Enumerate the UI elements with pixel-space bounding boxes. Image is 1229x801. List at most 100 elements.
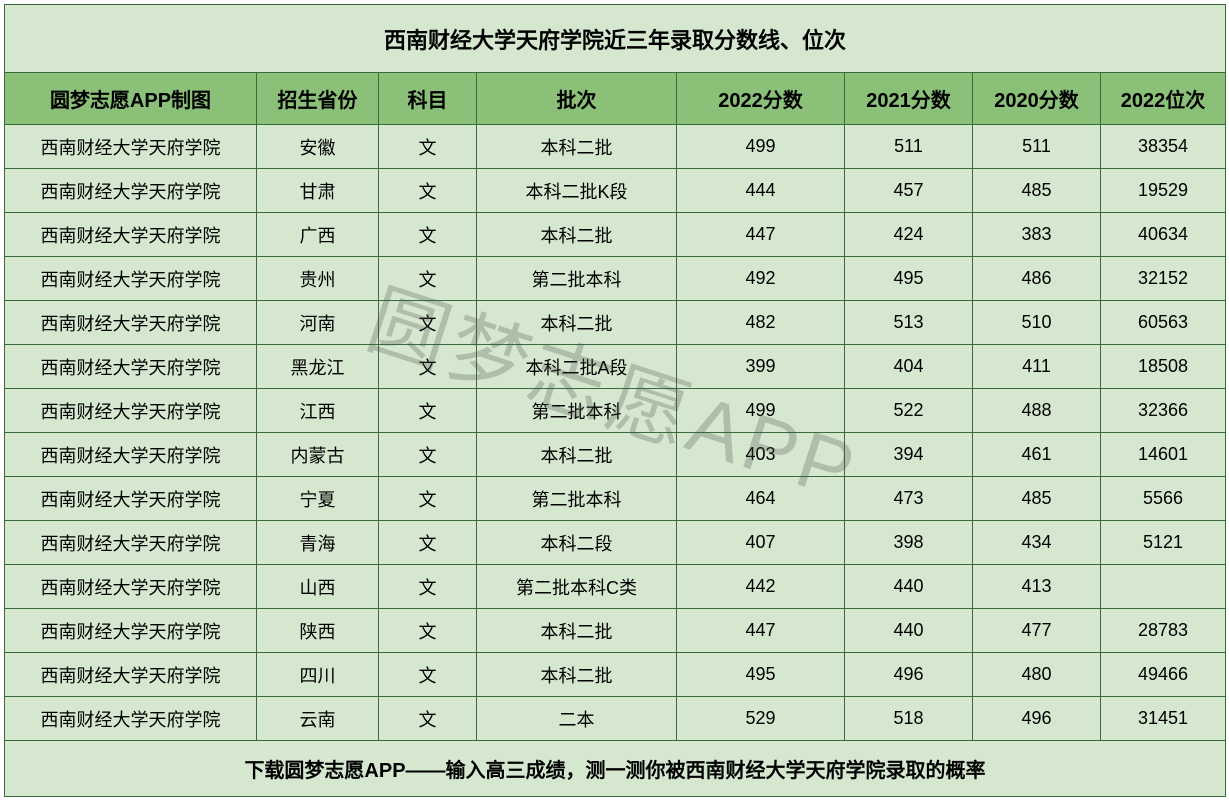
table-cell: 二本 [477, 697, 677, 741]
col-header-school: 圆梦志愿APP制图 [5, 73, 257, 125]
table-cell: 四川 [257, 653, 379, 697]
table-cell: 488 [973, 389, 1101, 433]
table-cell: 本科二批 [477, 609, 677, 653]
table-cell: 407 [677, 521, 845, 565]
table-cell: 文 [379, 213, 477, 257]
table-cell: 461 [973, 433, 1101, 477]
title-row: 西南财经大学天府学院近三年录取分数线、位次 [5, 5, 1226, 73]
table-cell: 434 [973, 521, 1101, 565]
table-cell [1101, 565, 1226, 609]
table-cell: 本科二段 [477, 521, 677, 565]
table-cell: 文 [379, 697, 477, 741]
table-cell: 495 [677, 653, 845, 697]
table-row: 西南财经大学天府学院陕西文本科二批44744047728783 [5, 609, 1226, 653]
table-cell: 19529 [1101, 169, 1226, 213]
table-cell: 440 [845, 609, 973, 653]
table-cell: 518 [845, 697, 973, 741]
admission-table: 西南财经大学天府学院近三年录取分数线、位次 圆梦志愿APP制图 招生省份 科目 … [4, 4, 1226, 797]
table-cell: 文 [379, 433, 477, 477]
table-cell: 安徽 [257, 125, 379, 169]
table-cell: 499 [677, 389, 845, 433]
table-cell: 5566 [1101, 477, 1226, 521]
table-footer: 下载圆梦志愿APP——输入高三成绩，测一测你被西南财经大学天府学院录取的概率 [5, 741, 1226, 797]
table-row: 西南财经大学天府学院宁夏文第二批本科4644734855566 [5, 477, 1226, 521]
table-cell: 403 [677, 433, 845, 477]
table-cell: 492 [677, 257, 845, 301]
table-cell: 内蒙古 [257, 433, 379, 477]
table-cell: 477 [973, 609, 1101, 653]
table-cell: 江西 [257, 389, 379, 433]
table-row: 西南财经大学天府学院山西文第二批本科C类442440413 [5, 565, 1226, 609]
table-row: 西南财经大学天府学院青海文本科二段4073984345121 [5, 521, 1226, 565]
table-cell: 383 [973, 213, 1101, 257]
table-cell: 甘肃 [257, 169, 379, 213]
table-cell: 14601 [1101, 433, 1226, 477]
table-cell: 411 [973, 345, 1101, 389]
table-cell: 496 [845, 653, 973, 697]
col-header-score-2020: 2020分数 [973, 73, 1101, 125]
table-cell: 本科二批K段 [477, 169, 677, 213]
table-cell: 394 [845, 433, 973, 477]
table-cell: 本科二批 [477, 213, 677, 257]
table-cell: 西南财经大学天府学院 [5, 389, 257, 433]
table-cell: 28783 [1101, 609, 1226, 653]
table-cell: 424 [845, 213, 973, 257]
table-cell: 480 [973, 653, 1101, 697]
table-cell: 文 [379, 345, 477, 389]
table-cell: 447 [677, 609, 845, 653]
table-row: 西南财经大学天府学院广西文本科二批44742438340634 [5, 213, 1226, 257]
table-cell: 496 [973, 697, 1101, 741]
table-cell: 青海 [257, 521, 379, 565]
table-cell: 399 [677, 345, 845, 389]
col-header-score-2021: 2021分数 [845, 73, 973, 125]
table-cell: 文 [379, 477, 477, 521]
table-cell: 文 [379, 565, 477, 609]
table-cell: 18508 [1101, 345, 1226, 389]
table-cell: 文 [379, 125, 477, 169]
table-cell: 464 [677, 477, 845, 521]
col-header-batch: 批次 [477, 73, 677, 125]
table-cell: 本科二批A段 [477, 345, 677, 389]
table-cell: 西南财经大学天府学院 [5, 565, 257, 609]
footer-row: 下载圆梦志愿APP——输入高三成绩，测一测你被西南财经大学天府学院录取的概率 [5, 741, 1226, 797]
table-cell: 西南财经大学天府学院 [5, 125, 257, 169]
table-cell: 413 [973, 565, 1101, 609]
table-cell: 第二批本科 [477, 477, 677, 521]
table-cell: 510 [973, 301, 1101, 345]
table-row: 西南财经大学天府学院贵州文第二批本科49249548632152 [5, 257, 1226, 301]
table-cell: 西南财经大学天府学院 [5, 257, 257, 301]
table-cell: 32152 [1101, 257, 1226, 301]
table-cell: 文 [379, 521, 477, 565]
table-cell: 文 [379, 609, 477, 653]
table-cell: 404 [845, 345, 973, 389]
table-row: 西南财经大学天府学院内蒙古文本科二批40339446114601 [5, 433, 1226, 477]
table-cell: 513 [845, 301, 973, 345]
col-header-province: 招生省份 [257, 73, 379, 125]
table-cell: 457 [845, 169, 973, 213]
table-cell: 西南财经大学天府学院 [5, 477, 257, 521]
table-cell: 442 [677, 565, 845, 609]
table-row: 西南财经大学天府学院河南文本科二批48251351060563 [5, 301, 1226, 345]
table-cell: 32366 [1101, 389, 1226, 433]
table-cell: 485 [973, 477, 1101, 521]
table-cell: 本科二批 [477, 433, 677, 477]
table-cell: 482 [677, 301, 845, 345]
table-cell: 511 [845, 125, 973, 169]
table-cell: 31451 [1101, 697, 1226, 741]
table-cell: 文 [379, 301, 477, 345]
table-cell: 西南财经大学天府学院 [5, 213, 257, 257]
table-cell: 西南财经大学天府学院 [5, 345, 257, 389]
table-cell: 黑龙江 [257, 345, 379, 389]
table-cell: 本科二批 [477, 301, 677, 345]
table-cell: 本科二批 [477, 653, 677, 697]
table-row: 西南财经大学天府学院甘肃文本科二批K段44445748519529 [5, 169, 1226, 213]
table-cell: 文 [379, 257, 477, 301]
table-cell: 西南财经大学天府学院 [5, 521, 257, 565]
table-cell: 499 [677, 125, 845, 169]
table-cell: 文 [379, 389, 477, 433]
table-cell: 38354 [1101, 125, 1226, 169]
table-cell: 486 [973, 257, 1101, 301]
table-cell: 444 [677, 169, 845, 213]
table-cell: 473 [845, 477, 973, 521]
table-row: 西南财经大学天府学院安徽文本科二批49951151138354 [5, 125, 1226, 169]
